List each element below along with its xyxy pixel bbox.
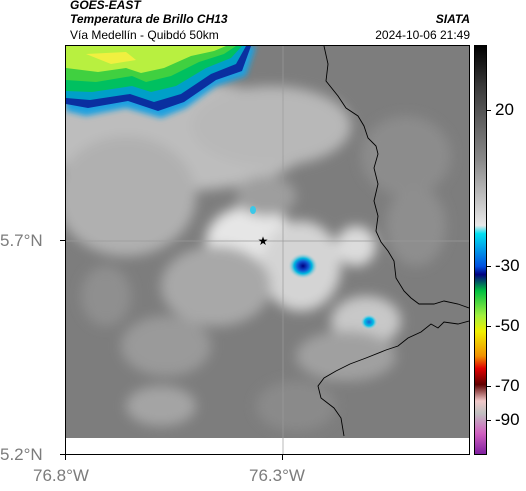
colorbar-tick [486, 386, 491, 387]
subtitle: Vía Medellín - Quibdó 50km [70, 28, 219, 42]
datetime-label: 2024-10-06 21:49 [375, 28, 470, 42]
y-tickmark [60, 454, 65, 455]
x-tickmark [282, 455, 283, 460]
colorbar-tick [486, 266, 491, 267]
satellite-map[interactable]: ★ [65, 45, 470, 455]
colorbar-label: -90 [495, 410, 520, 429]
brand-label: SIATA [435, 12, 470, 26]
map-svg: ★ [66, 46, 469, 454]
x-tick-label: 76.3°W [249, 466, 305, 485]
colorbar-label: -30 [495, 256, 520, 275]
y-tick-label: 5.2°N [0, 445, 43, 464]
x-tick-label: 76.8°W [33, 466, 89, 485]
colorbar-svg [475, 46, 486, 454]
title-line-2: Temperatura de Brillo CH13 [70, 12, 228, 26]
colorbar-tick [486, 326, 491, 327]
colorbar [474, 45, 487, 455]
colorbar-label: -50 [495, 316, 520, 335]
y-tickmark [60, 240, 65, 241]
colorbar-tick [486, 110, 491, 111]
admin-border-south [317, 320, 469, 437]
colorbar-tick [486, 420, 491, 421]
star-icon: ★ [258, 234, 269, 248]
colorbar-label: -70 [495, 376, 520, 395]
colorbar-label: 20 [495, 100, 514, 119]
admin-border [323, 46, 469, 309]
title-line-1: GOES-EAST [70, 0, 141, 12]
x-tickmark [65, 455, 66, 460]
y-tick-label: 5.7°N [0, 231, 43, 250]
